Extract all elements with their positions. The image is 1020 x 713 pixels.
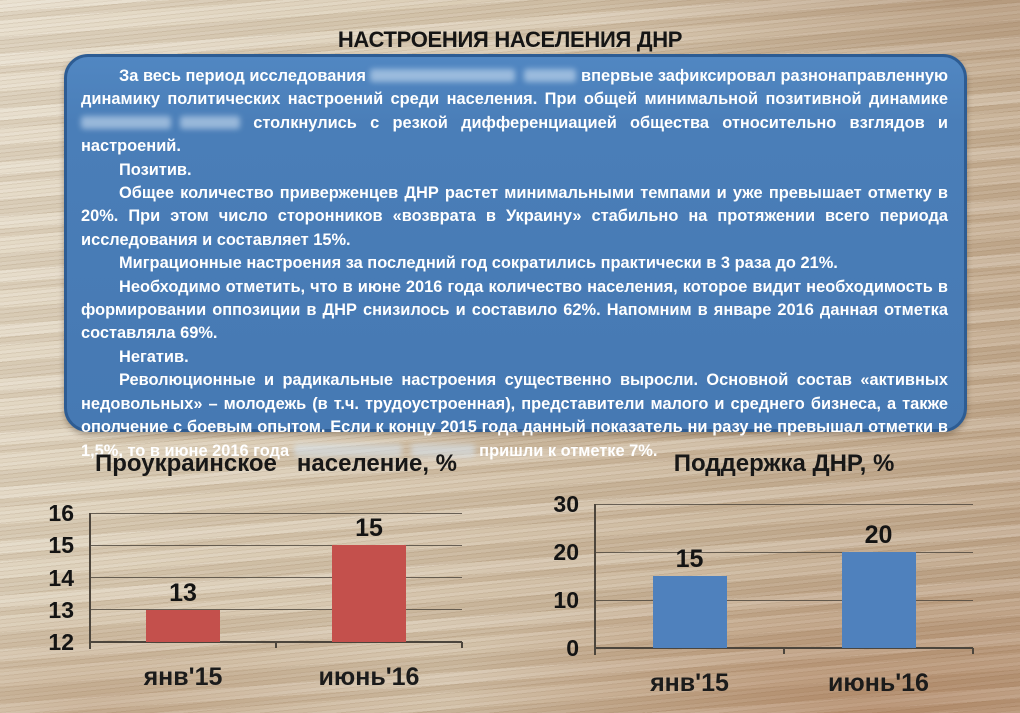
y-axis-tick-label: 20 bbox=[553, 539, 579, 565]
chart-title: Поддержка ДНР, % bbox=[673, 450, 895, 477]
redacted-text bbox=[524, 69, 577, 82]
y-axis-line bbox=[89, 513, 91, 649]
y-axis-tick-label: 13 bbox=[48, 596, 74, 623]
gridline-20 bbox=[595, 551, 973, 553]
chart-dnr-support: Поддержка ДНР, % 30 20 10 0 15 янв'15 20 июнь'16 bbox=[545, 448, 1000, 713]
x-axis-category-label: янв'15 bbox=[143, 663, 223, 691]
gridline-30 bbox=[595, 503, 973, 505]
heading-positive: Позитив. bbox=[119, 160, 192, 179]
gridline-16 bbox=[90, 512, 462, 514]
gridline-15 bbox=[90, 544, 462, 546]
paragraph-opposition: Необходимо отметить, что в июне 2016 год… bbox=[81, 277, 948, 343]
redacted-text bbox=[370, 69, 516, 82]
heading-negative: Негатив. bbox=[119, 347, 189, 366]
intro-text-b: впервые зафиксировал разнонаправленную д… bbox=[81, 67, 949, 109]
redacted-text bbox=[293, 443, 402, 457]
bar-value-label: 13 bbox=[169, 578, 197, 607]
gridline-10 bbox=[595, 599, 973, 601]
radical-text-b: пришли к отметке 7%. bbox=[474, 441, 658, 460]
chart-proukrainian-population: Проукраинское население, % 16 15 14 13 12 13 ян… bbox=[28, 448, 503, 713]
y-axis-tick-label: 16 bbox=[48, 500, 74, 526]
summary-text-box: За весь период исследования впервые зафи… bbox=[64, 54, 967, 460]
paragraph-dnr-supporters: Общее количество приверженцев ДНР растет… bbox=[81, 184, 948, 249]
y-axis-line bbox=[594, 504, 596, 655]
x-axis-tick bbox=[275, 642, 277, 648]
y-axis-tick-label: 10 bbox=[553, 587, 579, 613]
gridline-14 bbox=[90, 577, 462, 578]
gridline-13 bbox=[90, 609, 462, 611]
paragraph-radical: Революционные и радикальные настроения с… bbox=[81, 369, 948, 463]
bar-value-label: 15 bbox=[355, 514, 383, 543]
bar-янв'15 bbox=[652, 576, 727, 648]
chart-title: Проукраинское население, % bbox=[94, 450, 457, 477]
y-axis-tick-label: 12 bbox=[48, 629, 74, 655]
intro-text-c: столкнулись с резкой дифференциацией общ… bbox=[81, 113, 948, 156]
intro-text-a: За весь период исследования bbox=[119, 67, 371, 85]
x-axis-tick bbox=[461, 642, 463, 648]
x-axis-category-label: июнь'16 bbox=[828, 669, 929, 697]
bar-value-label: 20 bbox=[864, 521, 893, 549]
bar-янв'15 bbox=[146, 609, 220, 642]
bar-value-label: 15 bbox=[675, 545, 704, 573]
paragraph-migration: Миграционные настроения за последний год… bbox=[119, 254, 838, 273]
y-axis-tick-label: 15 bbox=[48, 532, 74, 559]
redacted-text bbox=[180, 115, 240, 129]
y-axis-tick-label: 0 bbox=[566, 635, 579, 661]
redacted-text bbox=[410, 443, 475, 457]
x-axis-tick bbox=[972, 648, 974, 654]
bar-июнь'16 bbox=[841, 552, 916, 648]
x-axis-category-label: июнь'16 bbox=[318, 663, 420, 691]
x-axis-category-label: янв'15 bbox=[650, 669, 729, 697]
paragraph-intro: За весь период исследования впервые зафи… bbox=[81, 65, 948, 159]
y-axis-tick-label: 30 bbox=[553, 491, 579, 517]
radical-text-a: Революционные и радикальные настроения с… bbox=[81, 371, 948, 460]
bar-июнь'16 bbox=[332, 545, 406, 642]
page-title: НАСТРОЕНИЯ НАСЕЛЕНИЯ ДНР bbox=[337, 26, 683, 52]
x-axis-tick bbox=[783, 648, 785, 654]
y-axis-tick-label: 14 bbox=[48, 564, 74, 591]
redacted-text bbox=[81, 115, 171, 129]
